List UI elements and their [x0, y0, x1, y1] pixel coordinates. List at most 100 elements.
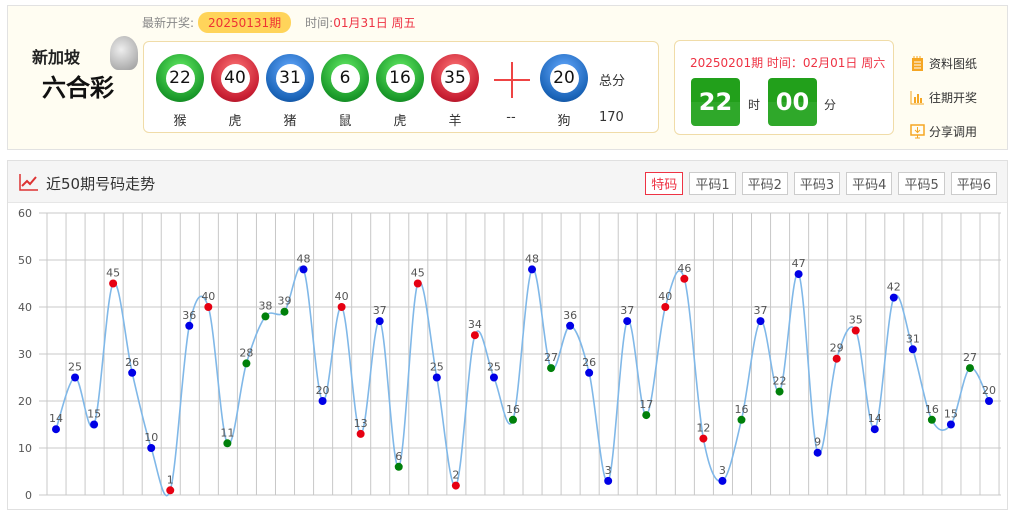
logo: 新加坡 六合彩: [30, 36, 140, 106]
zodiac-label: 虎: [393, 114, 407, 129]
data-point: [718, 476, 727, 485]
data-label: 39: [277, 295, 291, 308]
data-label: 47: [792, 257, 806, 270]
data-label: 37: [373, 304, 387, 317]
data-label: 36: [182, 309, 196, 322]
plus-placeholder: --: [506, 110, 516, 125]
data-point: [528, 265, 537, 274]
zodiac-label: 狗: [557, 114, 571, 129]
data-point: [261, 312, 270, 321]
link-share[interactable]: 分享调用: [910, 114, 977, 148]
data-point: [794, 270, 803, 279]
ball-number: 20: [549, 63, 579, 93]
sum-value: 170: [599, 110, 624, 125]
data-label: 3: [719, 464, 726, 477]
data-point: [775, 387, 784, 396]
y-tick-label: 20: [18, 395, 32, 408]
tab-4[interactable]: 平码4: [846, 172, 893, 195]
data-point: [699, 434, 708, 443]
data-point: [870, 425, 879, 434]
data-label: 16: [734, 403, 748, 416]
data-point: [508, 415, 517, 424]
countdown-minute: 00: [768, 78, 817, 126]
monitor-download-icon: [910, 123, 925, 138]
data-point: [318, 397, 327, 405]
data-point: [109, 279, 118, 288]
data-label: 6: [395, 450, 402, 463]
data-point: [985, 397, 993, 405]
draw-time: 01月31日 周五: [333, 16, 416, 30]
merlion-icon: [110, 36, 138, 70]
logo-line1: 新加坡: [32, 48, 81, 67]
data-point: [451, 481, 460, 490]
ball-green: 22: [156, 54, 204, 102]
data-point: [547, 364, 556, 373]
y-tick-label: 10: [18, 442, 32, 455]
number-tabs: 特码 平码1 平码2 平码3 平码4 平码5 平码6: [645, 172, 997, 195]
ball-green: 6: [321, 54, 369, 102]
ball-number: 16: [385, 63, 415, 93]
data-label: 14: [868, 412, 882, 425]
ball-blue: 31: [266, 54, 314, 102]
data-label: 15: [944, 408, 958, 421]
hour-unit: 时: [748, 98, 761, 112]
data-point: [489, 373, 498, 382]
data-point: [813, 448, 822, 457]
data-label: 26: [125, 356, 139, 369]
trend-line: [55, 265, 990, 497]
data-label: 2: [452, 469, 459, 482]
data-label: 31: [906, 332, 920, 345]
data-point: [908, 345, 917, 354]
link-data-charts[interactable]: 资料图纸: [910, 46, 977, 80]
data-label: 1: [167, 473, 174, 486]
data-label: 37: [620, 304, 634, 317]
data-label: 40: [335, 290, 349, 303]
ball-number: 35: [440, 63, 470, 93]
data-label: 27: [963, 351, 977, 364]
data-point: [680, 274, 689, 283]
data-label: 38: [258, 299, 272, 312]
tab-0[interactable]: 特码: [645, 172, 684, 195]
data-label: 35: [849, 314, 863, 327]
data-point: [604, 476, 613, 485]
zodiac-label: 猴: [173, 114, 187, 129]
tab-6[interactable]: 平码6: [950, 172, 997, 195]
latest-label: 最新开奖:: [142, 16, 195, 30]
data-label: 48: [525, 252, 539, 265]
time-label: 时间:: [305, 16, 334, 30]
data-point: [851, 326, 860, 335]
data-point: [927, 415, 936, 424]
data-point: [623, 317, 632, 326]
y-tick-label: 30: [18, 348, 32, 361]
tab-1[interactable]: 平码1: [689, 172, 736, 195]
data-label: 25: [487, 361, 501, 374]
y-tick-label: 50: [18, 254, 32, 267]
zodiac-label: 羊: [448, 114, 462, 129]
trend-chart-icon: [19, 174, 38, 191]
data-point: [394, 462, 403, 471]
data-point: [375, 317, 384, 326]
tab-2[interactable]: 平码2: [741, 172, 788, 195]
data-label: 16: [925, 403, 939, 416]
data-label: 15: [87, 408, 101, 421]
ball-number: 31: [275, 63, 305, 93]
ball-number: 40: [220, 63, 250, 93]
data-point: [889, 293, 898, 302]
issue-badge: 20250131期: [198, 12, 292, 33]
link-past-draws[interactable]: 往期开奖: [910, 80, 977, 114]
ball-number: 22: [165, 63, 195, 93]
data-point: [661, 303, 670, 311]
quick-links: 资料图纸 往期开奖 分享调用: [910, 46, 977, 148]
data-label: 13: [354, 417, 368, 430]
data-label: 29: [830, 342, 844, 355]
data-label: 22: [773, 375, 787, 388]
tab-5[interactable]: 平码5: [898, 172, 945, 195]
data-label: 48: [297, 252, 311, 265]
data-label: 20: [316, 384, 330, 397]
tab-3[interactable]: 平码3: [793, 172, 841, 195]
data-point: [280, 307, 289, 316]
ball-blue: 20: [540, 54, 588, 102]
trend-panel: 近50期号码走势 特码 平码1 平码2 平码3 平码4 平码5 平码6 0 10 20 30 40 5…: [7, 160, 1008, 510]
data-label: 12: [696, 422, 710, 435]
y-tick-label: 60: [18, 207, 32, 220]
